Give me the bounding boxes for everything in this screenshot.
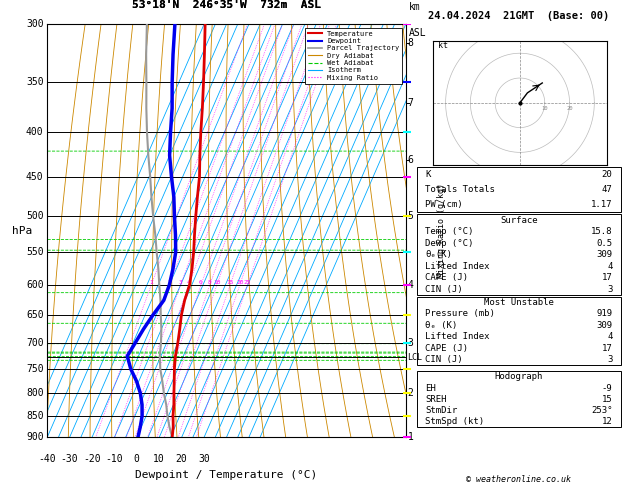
Text: Temp (°C): Temp (°C) xyxy=(425,227,474,236)
Text: -40: -40 xyxy=(38,454,56,464)
Text: 900: 900 xyxy=(26,433,43,442)
Text: 2: 2 xyxy=(408,388,413,398)
Text: 4: 4 xyxy=(408,280,413,290)
Text: -20: -20 xyxy=(83,454,101,464)
Text: CIN (J): CIN (J) xyxy=(425,285,463,294)
Text: 650: 650 xyxy=(26,310,43,320)
Text: km: km xyxy=(409,2,421,12)
Text: Dewp (°C): Dewp (°C) xyxy=(425,239,474,247)
Text: 10: 10 xyxy=(153,454,165,464)
Text: 15.8: 15.8 xyxy=(591,227,613,236)
Text: 450: 450 xyxy=(26,172,43,182)
Text: 3: 3 xyxy=(607,285,613,294)
Text: 309: 309 xyxy=(596,321,613,330)
Text: CAPE (J): CAPE (J) xyxy=(425,344,469,352)
Text: Lifted Index: Lifted Index xyxy=(425,261,490,271)
Text: CAPE (J): CAPE (J) xyxy=(425,273,469,282)
Text: 1: 1 xyxy=(408,433,413,442)
Text: -30: -30 xyxy=(61,454,79,464)
Text: EH: EH xyxy=(425,383,436,393)
Text: 919: 919 xyxy=(596,310,613,318)
Text: 7: 7 xyxy=(408,98,413,108)
Text: 17: 17 xyxy=(602,273,613,282)
Text: 350: 350 xyxy=(26,77,43,87)
Text: 8: 8 xyxy=(408,37,413,48)
Text: 800: 800 xyxy=(26,388,43,398)
Text: StmDir: StmDir xyxy=(425,406,458,415)
Text: 47: 47 xyxy=(602,185,613,194)
Text: 20: 20 xyxy=(236,280,243,285)
Text: 15: 15 xyxy=(226,280,234,285)
Text: PW (cm): PW (cm) xyxy=(425,200,463,209)
Text: 24.04.2024  21GMT  (Base: 00): 24.04.2024 21GMT (Base: 00) xyxy=(428,11,610,21)
Text: SREH: SREH xyxy=(425,395,447,404)
Text: 8: 8 xyxy=(208,280,212,285)
Text: Totals Totals: Totals Totals xyxy=(425,185,495,194)
Text: 4: 4 xyxy=(187,280,191,285)
Text: 600: 600 xyxy=(26,280,43,290)
Text: 4: 4 xyxy=(607,261,613,271)
Text: Dewpoint / Temperature (°C): Dewpoint / Temperature (°C) xyxy=(135,470,318,481)
Text: 850: 850 xyxy=(26,411,43,421)
Text: 12: 12 xyxy=(602,417,613,426)
Legend: Temperature, Dewpoint, Parcel Trajectory, Dry Adiabat, Wet Adiabat, Isotherm, Mi: Temperature, Dewpoint, Parcel Trajectory… xyxy=(305,28,402,84)
Text: 1.17: 1.17 xyxy=(591,200,613,209)
Text: 53°18'N  246°35'W  732m  ASL: 53°18'N 246°35'W 732m ASL xyxy=(132,0,321,10)
Text: 3: 3 xyxy=(607,355,613,364)
Text: 30: 30 xyxy=(198,454,210,464)
Text: 20: 20 xyxy=(602,170,613,179)
Text: 0.5: 0.5 xyxy=(596,239,613,247)
Text: 5: 5 xyxy=(408,211,413,222)
Text: CIN (J): CIN (J) xyxy=(425,355,463,364)
Text: 3: 3 xyxy=(179,280,182,285)
Text: 0: 0 xyxy=(134,454,140,464)
Text: 300: 300 xyxy=(26,19,43,29)
Text: 3: 3 xyxy=(408,338,413,348)
Text: Surface: Surface xyxy=(500,216,538,225)
Text: 500: 500 xyxy=(26,211,43,222)
Text: 6: 6 xyxy=(408,155,413,165)
Text: 25: 25 xyxy=(244,280,251,285)
Text: Pressure (mb): Pressure (mb) xyxy=(425,310,495,318)
Text: hPa: hPa xyxy=(12,226,32,236)
Text: © weatheronline.co.uk: © weatheronline.co.uk xyxy=(467,474,571,484)
Text: 20: 20 xyxy=(175,454,187,464)
Text: θₑ (K): θₑ (K) xyxy=(425,321,458,330)
Text: 2: 2 xyxy=(167,280,171,285)
Text: Mixing Ratio (g/kg): Mixing Ratio (g/kg) xyxy=(437,183,446,278)
Text: 15: 15 xyxy=(602,395,613,404)
Text: Hodograph: Hodograph xyxy=(495,372,543,382)
Text: 700: 700 xyxy=(26,338,43,348)
Text: 6: 6 xyxy=(199,280,203,285)
Text: -10: -10 xyxy=(106,454,123,464)
Text: LCL: LCL xyxy=(408,353,423,362)
Text: -9: -9 xyxy=(602,383,613,393)
Text: Most Unstable: Most Unstable xyxy=(484,298,554,307)
Text: 253°: 253° xyxy=(591,406,613,415)
Text: ASL: ASL xyxy=(409,29,427,38)
Text: 750: 750 xyxy=(26,364,43,374)
Text: kt: kt xyxy=(438,41,448,50)
Text: 10: 10 xyxy=(213,280,221,285)
Text: 1: 1 xyxy=(150,280,153,285)
Text: 20: 20 xyxy=(566,106,573,111)
Text: 550: 550 xyxy=(26,247,43,257)
Text: StmSpd (kt): StmSpd (kt) xyxy=(425,417,484,426)
Text: 53°18'N  246°35'W  732m  ASL: 53°18'N 246°35'W 732m ASL xyxy=(132,0,321,10)
Text: K: K xyxy=(425,170,431,179)
Text: Lifted Index: Lifted Index xyxy=(425,332,490,341)
Text: 309: 309 xyxy=(596,250,613,259)
Text: 10: 10 xyxy=(542,106,548,111)
Text: θₑ(K): θₑ(K) xyxy=(425,250,452,259)
Text: 4: 4 xyxy=(607,332,613,341)
Text: 400: 400 xyxy=(26,127,43,138)
Text: 17: 17 xyxy=(602,344,613,352)
